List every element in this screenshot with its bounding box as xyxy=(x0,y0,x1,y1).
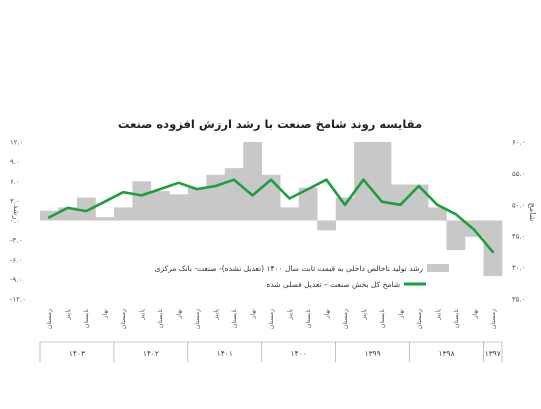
right-tick-label: ۴۵.۰ xyxy=(512,233,526,241)
x-axis-years: ۱۳۹۷ ۱۳۹۸ ۱۳۹۹ ۱۴۰۰ ۱۴۰۱ ۱۴۰۲ ۱۴۰۳ xyxy=(39,341,503,362)
year-label: ۱۴۰۱ xyxy=(217,349,233,358)
x-category-label: پاییز xyxy=(286,309,293,321)
legend-label-line: شامخ کل بخش صنعت – تعدیل فصلی شده xyxy=(266,280,400,289)
x-category-label: تابستان xyxy=(305,309,312,328)
x-category-label: تابستان xyxy=(231,309,238,328)
x-category-label: تابستان xyxy=(379,309,386,328)
right-tick-label: ۳۵.۰ xyxy=(512,296,526,304)
bar xyxy=(187,187,207,221)
left-tick-label: ۱۲.۰ xyxy=(10,139,24,147)
x-category-label: زمستان xyxy=(268,309,275,329)
x-axis-categories: زمستان بهار تابستان پاییز زمستان بهار تابستان پ… xyxy=(46,309,497,329)
x-category-label: تابستان xyxy=(453,309,460,328)
series-line xyxy=(47,178,495,254)
right-tick-label: ۵۵.۰ xyxy=(512,170,526,178)
right-axis-ticks: ۳۵.۰ ۴۰.۰ ۴۵.۰ ۵۰.۰ ۵۵.۰ ۶۰.۰ xyxy=(512,139,526,304)
left-tick-label: ۹.۰ xyxy=(10,158,20,166)
bar xyxy=(335,197,355,221)
x-category-label: بهار xyxy=(471,309,478,320)
bar xyxy=(483,220,503,277)
x-category-label: بهار xyxy=(323,309,330,320)
legend-label-bar: رشد تولید ناخالص داخلی به قیمت ثابت سال … xyxy=(155,264,424,273)
line-series xyxy=(47,178,495,254)
bar xyxy=(206,174,226,221)
left-tick-label: -۳.۰ xyxy=(10,237,22,245)
left-axis-ticks: -۱۲.۰ -۹.۰ -۶.۰ -۳.۰ ۰.۰ ۳.۰ ۶.۰ ۹.۰ ۱۲.۰ xyxy=(10,139,26,304)
left-tick-label: -۶.۰ xyxy=(10,256,22,264)
x-category-label: پاییز xyxy=(213,309,220,321)
left-tick-label: ۶.۰ xyxy=(10,178,20,186)
year-label: ۱۴۰۳ xyxy=(69,349,85,358)
legend-swatch-bar xyxy=(427,264,449,272)
bar xyxy=(391,184,410,221)
x-category-label: زمستان xyxy=(194,309,201,329)
year-label: ۱۳۹۷ xyxy=(485,349,501,358)
left-tick-label: ۳.۰ xyxy=(10,197,20,205)
right-tick-label: ۵۰.۰ xyxy=(512,201,526,209)
bar xyxy=(298,187,318,221)
bar xyxy=(95,217,115,221)
bar xyxy=(150,191,170,221)
bar xyxy=(317,220,336,231)
bar xyxy=(446,220,466,250)
left-tick-label: ۰.۰ xyxy=(10,217,20,225)
x-category-label: بهار xyxy=(176,309,183,320)
x-category-label: تابستان xyxy=(83,309,90,328)
x-category-label: بهار xyxy=(397,309,404,320)
bar xyxy=(280,207,300,221)
bar xyxy=(372,142,392,221)
year-label: ۱۳۹۹ xyxy=(365,349,381,358)
bar xyxy=(169,194,189,221)
left-tick-label: -۹.۰ xyxy=(10,276,22,284)
x-category-label: پاییز xyxy=(360,309,367,321)
year-label: ۱۴۰۲ xyxy=(143,349,159,358)
x-category-label: پاییز xyxy=(434,309,441,321)
bar xyxy=(113,207,133,221)
right-axis-title: شامخ xyxy=(528,203,537,222)
x-category-label: زمستان xyxy=(342,309,349,329)
legend: رشد تولید ناخالص داخلی به قیمت ثابت سال … xyxy=(155,264,449,289)
year-label: ۱۴۰۰ xyxy=(291,349,307,358)
x-category-label: بهار xyxy=(250,309,257,320)
left-tick-label: -۱۲.۰ xyxy=(10,296,26,304)
x-category-label: پاییز xyxy=(139,309,146,321)
bar xyxy=(224,168,244,221)
chart-title: مقایسه روند شامخ صنعت با رشد ارزش افزوده… xyxy=(118,117,422,132)
left-axis-title: رشد xyxy=(12,205,21,220)
x-category-label: زمستان xyxy=(490,309,497,329)
x-category-label: زمستان xyxy=(120,309,127,329)
x-category-label: تابستان xyxy=(157,309,164,328)
x-category-label: زمستان xyxy=(416,309,423,329)
year-label: ۱۳۹۸ xyxy=(438,349,454,358)
bar xyxy=(76,197,96,221)
x-category-label: پاییز xyxy=(65,309,72,321)
bar-series xyxy=(40,142,503,277)
x-category-label: بهار xyxy=(102,309,109,320)
bar xyxy=(40,210,59,221)
right-tick-label: ۶۰.۰ xyxy=(512,139,526,147)
bar xyxy=(132,181,152,221)
bar xyxy=(428,207,447,221)
right-tick-label: ۴۰.۰ xyxy=(512,264,526,272)
bar xyxy=(409,184,429,221)
bar xyxy=(243,142,263,221)
x-category-label: زمستان xyxy=(46,309,53,329)
